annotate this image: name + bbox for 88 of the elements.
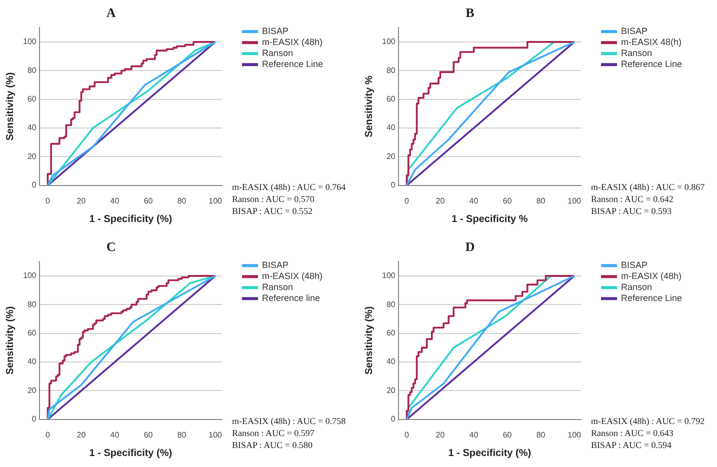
y-tick-label: 20 (386, 386, 396, 395)
legend-label: Reference Line (621, 59, 682, 70)
y-tick-label: 100 (382, 271, 396, 280)
x-tick-label: 60 (502, 430, 512, 440)
text: Ranson : AUC = 0.642 (591, 193, 674, 205)
x-tick-label: 40 (110, 430, 120, 440)
text: m-EASIX (48h) : AUC = 0.792 (591, 415, 705, 427)
legend-label: Reference line (262, 293, 320, 304)
legend-label: BISAP (621, 26, 648, 36)
y-tick-label: 100 (22, 271, 37, 280)
y-tick-label: 0 (32, 180, 37, 190)
chart-title: A (106, 5, 116, 20)
legend-label: m-EASIX (48h) (262, 271, 323, 282)
x-tick-label: 100 (208, 196, 223, 206)
text: BISAP : AUC = 0.580 (232, 439, 314, 451)
legend-label: Reference Line (262, 59, 324, 70)
legend-label: Ranson (262, 282, 294, 292)
x-tick-label: 20 (76, 430, 86, 440)
x-axis-title: 1 - Specificity (%) (448, 448, 532, 459)
y-tick-label: 0 (390, 180, 396, 190)
legend-label: BISAP (262, 260, 289, 270)
x-tick-label: 40 (469, 196, 479, 206)
text: BISAP : AUC = 0.594 (591, 439, 673, 451)
x-tick-label: 60 (144, 430, 154, 440)
legend-label: Ranson (621, 282, 652, 292)
chart-title: D (465, 239, 475, 254)
legend-label: m-EASIX (48h) (621, 271, 682, 282)
y-axis-title: Sensitivity % (364, 76, 375, 138)
y-tick-label: 40 (27, 357, 37, 366)
y-tick-label: 80 (386, 66, 396, 75)
x-tick-label: 100 (568, 196, 582, 206)
y-tick-label: 100 (382, 37, 396, 46)
y-axis-title: Sensitivity (%) (4, 72, 16, 141)
text: Ranson : AUC = 0.643 (591, 427, 674, 439)
legend-label: BISAP (262, 26, 289, 36)
x-tick-label: 100 (568, 430, 582, 440)
y-tick-label: 0 (390, 414, 396, 424)
text: m-EASIX (48h) : AUC = 0.764 (232, 181, 346, 193)
x-tick-label: 40 (469, 430, 479, 440)
y-tick-label: 20 (27, 386, 37, 395)
y-tick-label: 60 (386, 94, 396, 104)
y-tick-label: 40 (386, 357, 396, 366)
x-tick-label: 20 (436, 196, 446, 206)
x-tick-label: 80 (536, 196, 546, 206)
text: BISAP : AUC = 0.552 (232, 205, 314, 217)
chart-title: B (466, 5, 475, 20)
legend-label: m-EASIX (48h) (262, 37, 323, 48)
legend-label: BISAP (621, 260, 648, 270)
x-tick-label: 60 (502, 196, 512, 206)
x-tick-label: 40 (110, 196, 120, 206)
y-tick-label: 80 (27, 66, 37, 75)
y-tick-label: 60 (386, 328, 396, 338)
x-axis-title: 1 - Specificity % (452, 214, 528, 225)
x-tick-label: 0 (46, 430, 50, 440)
x-tick-label: 0 (404, 430, 410, 440)
y-tick-label: 20 (27, 152, 37, 161)
y-tick-label: 20 (386, 152, 396, 161)
legend-label: Reference Line (621, 293, 682, 304)
legend-label: Ranson (621, 48, 652, 58)
chart-title: C (106, 239, 116, 254)
text: m-EASIX (48h) : AUC = 0.758 (232, 415, 346, 427)
x-tick-label: 0 (404, 196, 410, 206)
text: m-EASIX (48h) : AUC = 0.867 (591, 181, 705, 193)
x-tick-label: 60 (144, 196, 154, 206)
y-tick-label: 60 (27, 328, 37, 338)
y-tick-label: 80 (386, 300, 396, 309)
x-tick-label: 80 (177, 430, 187, 440)
y-tick-label: 60 (27, 94, 37, 104)
x-tick-label: 20 (436, 430, 446, 440)
y-tick-label: 40 (27, 123, 37, 132)
x-tick-label: 80 (536, 430, 546, 440)
text: Ranson : AUC = 0.570 (232, 193, 316, 205)
legend-label: m-EASIX 48(h) (621, 37, 682, 48)
y-tick-label: 80 (27, 300, 37, 309)
y-axis-title: Sensitivity (%) (364, 306, 375, 375)
x-tick-label: 0 (46, 196, 50, 206)
y-tick-label: 40 (386, 123, 396, 132)
y-tick-label: 0 (32, 414, 37, 424)
x-axis-title: 1 - Specificity (%) (89, 214, 172, 225)
text: BISAP : AUC = 0.593 (591, 205, 673, 217)
x-axis-title: 1 - Specificity (%) (89, 448, 172, 459)
legend-label: Ranson (262, 48, 294, 58)
y-axis-title: Sensitivity (%) (4, 306, 16, 375)
y-tick-label: 100 (22, 37, 37, 46)
x-tick-label: 80 (177, 196, 187, 206)
text: Ranson : AUC = 0.597 (232, 427, 316, 439)
x-tick-label: 100 (208, 430, 223, 440)
x-tick-label: 20 (76, 196, 86, 206)
